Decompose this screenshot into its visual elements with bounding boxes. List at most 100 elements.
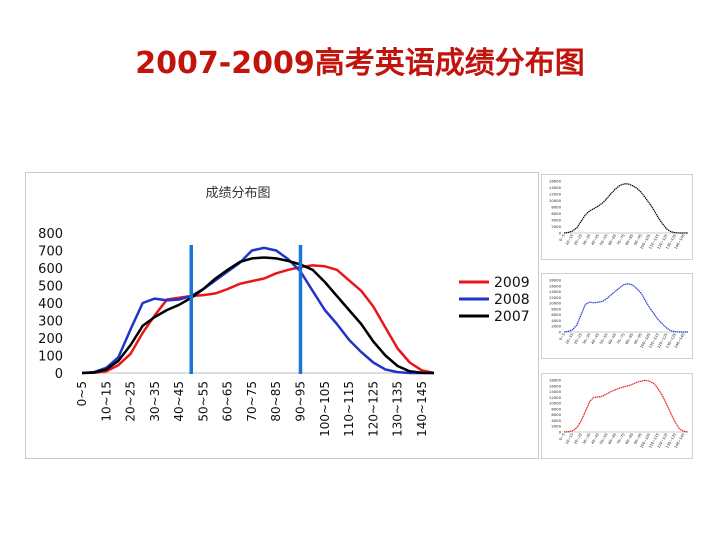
x-tick-label: 100~105 bbox=[318, 381, 332, 437]
thumb-y-tick-label: 16000 bbox=[549, 383, 562, 388]
main-chart-frame: 成绩分布图 0 100 200 300 400 500 600 700 800 0~5 10~15 20… bbox=[25, 172, 539, 459]
thumb-x-tick-label: 30~35 bbox=[582, 234, 592, 247]
thumb-y-tick-label: 2000 bbox=[551, 424, 561, 429]
thumb-y-tick-label: 16000 bbox=[549, 179, 562, 184]
thumbnail-chart-2008: 0 2000 4000 6000 8000 10000 12000 14000 16000 180… bbox=[541, 273, 693, 359]
x-tick-label: 50~55 bbox=[196, 381, 210, 422]
thumb-y-tick-label: 14000 bbox=[549, 185, 562, 190]
thumb-x-tick-label: 10~15 bbox=[565, 333, 575, 346]
thumb-y-tick-label: 14000 bbox=[549, 289, 562, 294]
thumb-x-tick-label: 30~35 bbox=[582, 333, 592, 346]
main-distribution-chart: 成绩分布图 0 100 200 300 400 500 600 700 800 0~5 10~15 20… bbox=[38, 186, 530, 437]
series-line-2007 bbox=[81, 256, 435, 375]
series-line-2008 bbox=[81, 246, 434, 375]
legend-label-2008: 2008 bbox=[494, 292, 530, 308]
thumbnail-chart-2008-svg: 0200040006000800010000120001400016000180… bbox=[549, 278, 688, 349]
thumb-y-tick-label: 10000 bbox=[549, 401, 562, 406]
x-tick-label: 40~45 bbox=[172, 381, 186, 422]
thumb-x-tick-label: 100~105 bbox=[640, 433, 652, 449]
thumb-x-tick-label: 120~125 bbox=[657, 433, 669, 449]
thumb-y-tick-label: 4000 bbox=[551, 318, 561, 323]
thumb-y-tick-label: 12000 bbox=[549, 295, 562, 300]
x-tick-label: 20~25 bbox=[124, 381, 138, 422]
thumb-y-tick-label: 6000 bbox=[551, 412, 561, 417]
thumb-x-tick-label: 0~5 bbox=[559, 433, 566, 442]
y-tick-label: 300 bbox=[38, 315, 63, 330]
thumb-x-tick-label: 140~145 bbox=[674, 333, 686, 349]
thumb-x-tick-label: 110~115 bbox=[648, 234, 660, 250]
thumb-x-tick-label: 120~125 bbox=[657, 333, 669, 349]
thumb-y-tick-label: 2000 bbox=[551, 324, 561, 329]
x-tick-label: 110~115 bbox=[342, 381, 356, 437]
x-tick-label: 140~145 bbox=[415, 381, 429, 437]
slide-title: 2007-2009高考英语成绩分布图 bbox=[135, 46, 585, 81]
thumb-x-tick-label: 110~115 bbox=[648, 433, 660, 449]
thumb-x-tick-label: 70~75 bbox=[616, 234, 626, 247]
thumb-y-tick-label: 10000 bbox=[549, 198, 562, 203]
thumb-y-tick-label: 10000 bbox=[549, 301, 562, 306]
thumb-x-tick-label: 10~15 bbox=[565, 234, 575, 247]
x-tick-label: 120~125 bbox=[366, 381, 380, 437]
thumb-y-tick-label: 6000 bbox=[551, 211, 561, 216]
thumb-x-tick-label: 80~85 bbox=[625, 433, 635, 446]
thumb-y-tick-label: 14000 bbox=[549, 389, 562, 394]
thumb-y-tick-label: 12000 bbox=[549, 395, 562, 400]
legend-label-2007: 2007 bbox=[494, 309, 530, 325]
thumb-y-tick-label: 2000 bbox=[551, 224, 561, 229]
thumb-series-line bbox=[563, 379, 689, 433]
thumbnail-chart-2009: 0 2000 4000 6000 8000 10000 12000 14000 16000 180… bbox=[541, 373, 693, 459]
thumb-y-tick-label: 8000 bbox=[551, 205, 561, 210]
thumb-x-tick-label: 60~65 bbox=[608, 433, 618, 446]
y-tick-label: 200 bbox=[38, 332, 63, 347]
thumb-y-tick-label: 18000 bbox=[549, 278, 562, 283]
thumbnail-chart-2007: 0 2000 4000 6000 8000 10000 12000 14000 16000 0~5… bbox=[541, 174, 693, 260]
thumb-x-tick-label: 90~95 bbox=[633, 433, 643, 446]
thumb-y-tick-label: 12000 bbox=[549, 192, 562, 197]
thumb-series-line bbox=[563, 183, 688, 234]
thumb-x-tick-label: 90~95 bbox=[633, 234, 643, 247]
thumb-x-tick-label: 50~55 bbox=[599, 234, 609, 247]
thumb-series-line bbox=[563, 283, 688, 333]
thumb-x-tick-label: 0~5 bbox=[559, 333, 566, 342]
thumb-y-tick-label: 0 bbox=[559, 430, 562, 435]
thumb-x-tick-label: 40~45 bbox=[591, 234, 601, 247]
thumb-x-tick-label: 130~135 bbox=[665, 433, 677, 449]
legend-label-2009: 2009 bbox=[494, 275, 530, 291]
y-tick-label: 800 bbox=[38, 227, 63, 242]
thumb-y-tick-label: 18000 bbox=[549, 378, 562, 383]
y-tick-label: 0 bbox=[55, 367, 63, 382]
thumb-x-tick-label: 80~85 bbox=[625, 333, 635, 346]
thumb-x-tick-label: 130~135 bbox=[665, 234, 677, 250]
thumb-x-tick-label: 140~145 bbox=[674, 234, 686, 250]
thumb-y-tick-label: 8000 bbox=[551, 406, 561, 411]
y-tick-label: 100 bbox=[38, 350, 63, 365]
thumb-y-tick-label: 4000 bbox=[551, 218, 561, 223]
thumb-y-tick-label: 4000 bbox=[551, 418, 561, 423]
x-tick-label: 10~15 bbox=[99, 381, 113, 422]
x-tick-label: 130~135 bbox=[391, 381, 405, 437]
x-tick-label: 70~75 bbox=[245, 381, 259, 422]
thumb-y-tick-label: 8000 bbox=[551, 306, 561, 311]
thumb-x-tick-label: 30~35 bbox=[582, 433, 592, 446]
thumb-x-tick-label: 130~135 bbox=[665, 333, 677, 349]
thumb-y-tick-label: 16000 bbox=[549, 283, 562, 288]
thumb-y-tick-label: 6000 bbox=[551, 312, 561, 317]
thumb-x-tick-label: 20~25 bbox=[573, 433, 583, 446]
thumb-x-tick-label: 10~15 bbox=[565, 433, 575, 446]
y-tick-label: 700 bbox=[38, 245, 63, 260]
thumb-x-tick-label: 20~25 bbox=[573, 234, 583, 247]
thumb-x-tick-label: 70~75 bbox=[616, 333, 626, 346]
thumb-x-tick-label: 100~105 bbox=[640, 333, 652, 349]
thumb-x-tick-label: 40~45 bbox=[591, 333, 601, 346]
thumb-x-tick-label: 40~45 bbox=[591, 433, 601, 446]
y-tick-label: 400 bbox=[38, 297, 63, 312]
x-tick-label: 90~95 bbox=[293, 381, 307, 422]
thumb-x-tick-label: 100~105 bbox=[640, 234, 652, 250]
thumb-x-tick-label: 120~125 bbox=[657, 234, 669, 250]
thumb-x-tick-label: 90~95 bbox=[633, 333, 643, 346]
thumb-y-tick-label: 0 bbox=[559, 330, 562, 335]
thumb-y-tick-label: 0 bbox=[559, 231, 562, 236]
thumb-x-tick-label: 50~55 bbox=[599, 333, 609, 346]
thumb-x-tick-label: 60~65 bbox=[608, 234, 618, 247]
